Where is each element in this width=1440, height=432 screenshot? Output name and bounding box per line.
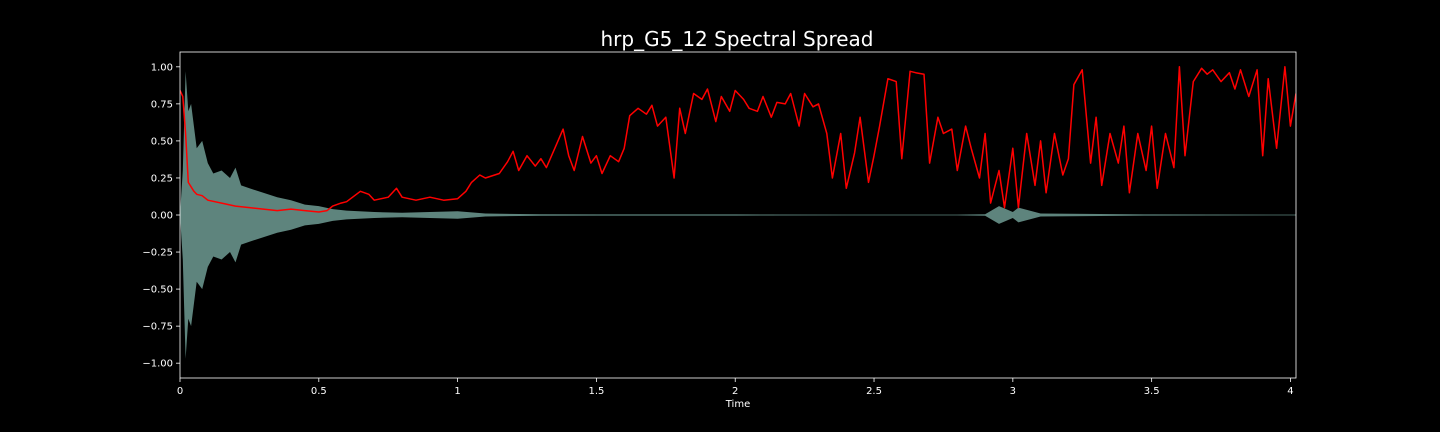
x-tick-label: 2.5 — [866, 386, 882, 397]
waveform-envelope — [180, 71, 1296, 359]
x-axis-label: Time — [725, 399, 750, 410]
y-tick-label: −0.25 — [142, 248, 173, 259]
x-tick-label: 1 — [454, 386, 460, 397]
y-tick-label: −0.50 — [142, 285, 173, 296]
y-axis-ticks: 1.00 0.75 0.50 0.25 0.00 −0.25 −0.50 −0.75 −1.00 — [142, 62, 180, 370]
y-tick-label: 1.00 — [151, 62, 173, 73]
x-axis-ticks: 0 0.5 1 1.5 2 2.5 3 3.5 4 — [177, 378, 1294, 397]
waveform-layer — [180, 71, 1296, 359]
x-tick-label: 1.5 — [588, 386, 604, 397]
x-tick-label: 2 — [732, 386, 738, 397]
x-tick-label: 3 — [1010, 386, 1016, 397]
y-tick-label: 0.25 — [151, 173, 173, 184]
x-tick-label: 3.5 — [1144, 386, 1160, 397]
y-tick-label: 0.00 — [151, 211, 173, 222]
x-tick-label: 0.5 — [311, 386, 327, 397]
x-tick-label: 0 — [177, 386, 183, 397]
spread-line-layer — [180, 66, 1296, 213]
y-tick-label: 0.75 — [151, 99, 173, 110]
y-tick-label: −1.00 — [142, 359, 173, 370]
y-tick-label: 0.50 — [151, 136, 173, 147]
x-tick-label: 4 — [1287, 386, 1293, 397]
y-tick-label: −0.75 — [142, 322, 173, 333]
spectral-spread-line — [180, 66, 1296, 213]
chart-title: hrp_G5_12 Spectral Spread — [601, 27, 874, 51]
